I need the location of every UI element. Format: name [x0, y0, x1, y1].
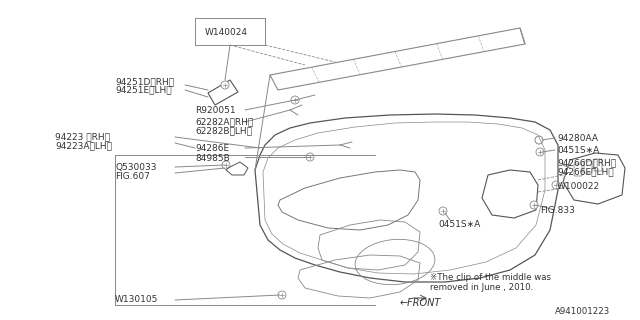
- Text: 94223A〈LH〉: 94223A〈LH〉: [55, 141, 112, 150]
- Circle shape: [221, 81, 229, 89]
- Text: 94266D〈RH〉: 94266D〈RH〉: [557, 158, 616, 167]
- Text: W100022: W100022: [557, 181, 600, 190]
- Circle shape: [222, 161, 230, 169]
- Text: 94251E〈LH〉: 94251E〈LH〉: [115, 85, 172, 94]
- Text: 62282A〈RH〉: 62282A〈RH〉: [195, 117, 253, 126]
- Text: 84985B: 84985B: [195, 154, 230, 163]
- Text: Q530033: Q530033: [115, 163, 157, 172]
- Text: 0451S∗A: 0451S∗A: [557, 146, 599, 155]
- Circle shape: [530, 201, 538, 209]
- Text: 62282B〈LH〉: 62282B〈LH〉: [195, 126, 252, 135]
- Text: FIG.833: FIG.833: [540, 205, 575, 214]
- Circle shape: [439, 207, 447, 215]
- Circle shape: [278, 291, 286, 299]
- Text: 94266E〈LH〉: 94266E〈LH〉: [557, 167, 614, 177]
- Text: FIG.607: FIG.607: [115, 172, 150, 180]
- Circle shape: [552, 181, 560, 189]
- Text: 0451S∗A: 0451S∗A: [438, 220, 480, 228]
- Text: W130105: W130105: [115, 295, 158, 305]
- Text: A941001223: A941001223: [555, 308, 611, 316]
- Text: 94251D〈RH〉: 94251D〈RH〉: [115, 77, 174, 86]
- Circle shape: [536, 148, 544, 156]
- Text: R920051: R920051: [195, 106, 236, 115]
- Text: ←FRONT: ←FRONT: [400, 298, 442, 308]
- Text: 94223 〈RH〉: 94223 〈RH〉: [55, 132, 110, 141]
- Text: removed in June , 2010.: removed in June , 2010.: [430, 284, 533, 292]
- Circle shape: [291, 96, 299, 104]
- Text: ※The clip of the middle was: ※The clip of the middle was: [430, 274, 551, 283]
- Text: 94280AA: 94280AA: [557, 133, 598, 142]
- Text: W140024: W140024: [205, 28, 248, 36]
- Text: 94286E: 94286E: [195, 143, 229, 153]
- Circle shape: [306, 153, 314, 161]
